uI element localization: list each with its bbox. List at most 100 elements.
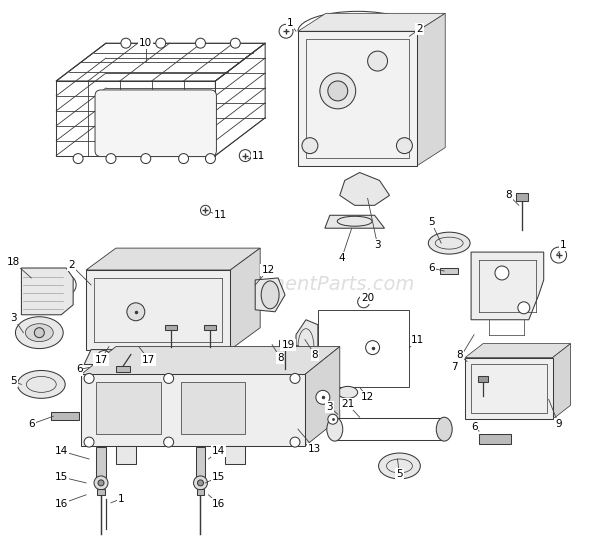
Ellipse shape [25,324,53,342]
Circle shape [368,51,388,71]
Text: 6: 6 [428,263,435,273]
Text: 10: 10 [139,38,152,48]
Circle shape [316,390,330,404]
Bar [96,382,160,434]
Polygon shape [21,268,73,315]
Polygon shape [84,350,232,364]
Circle shape [230,38,240,48]
Polygon shape [298,13,445,31]
Text: 16: 16 [212,499,225,509]
Bar [195,447,205,477]
Circle shape [518,302,530,314]
Bar [51,412,79,420]
Ellipse shape [379,453,420,479]
Text: 17: 17 [94,355,107,364]
Text: 6: 6 [28,419,35,429]
Circle shape [320,73,356,109]
Text: 3: 3 [326,402,333,412]
Text: 1: 1 [287,18,293,28]
Text: 6: 6 [471,422,477,432]
Polygon shape [81,375,305,446]
Bar [516,194,528,202]
Bar [181,382,245,434]
Polygon shape [225,446,245,464]
Bar [318,310,409,388]
Circle shape [366,341,379,355]
Polygon shape [116,446,136,464]
Circle shape [163,374,173,383]
Bar [97,489,105,495]
Text: 2: 2 [68,260,74,270]
Bar [196,489,205,495]
Circle shape [179,154,189,163]
Text: 8: 8 [312,350,318,360]
Circle shape [358,296,369,308]
Text: 2: 2 [416,24,422,34]
Text: 20: 20 [361,293,374,303]
Ellipse shape [327,417,343,441]
Text: 1: 1 [117,494,124,504]
Text: 6: 6 [76,364,83,375]
Polygon shape [81,347,340,375]
Text: 17: 17 [142,355,155,364]
Circle shape [290,437,300,447]
Circle shape [328,81,348,101]
Text: 1: 1 [560,240,567,250]
Circle shape [163,437,173,447]
Circle shape [396,137,412,154]
Circle shape [84,374,94,383]
Polygon shape [86,270,230,350]
Circle shape [156,38,166,48]
Polygon shape [553,344,571,419]
Circle shape [98,480,104,486]
Text: 5: 5 [10,376,17,386]
Text: 12: 12 [361,392,374,402]
Circle shape [106,154,116,163]
Bar [205,324,217,330]
Circle shape [94,476,108,490]
Circle shape [141,154,151,163]
Text: 13: 13 [308,444,322,454]
Bar [116,367,130,372]
Polygon shape [298,31,417,165]
Text: 8: 8 [506,190,512,201]
Circle shape [205,350,219,364]
Circle shape [495,266,509,280]
Polygon shape [471,252,544,320]
Text: 3: 3 [374,240,381,250]
Circle shape [198,480,204,486]
Polygon shape [305,347,340,446]
Polygon shape [417,13,445,165]
Text: 7: 7 [451,363,457,372]
Text: 4: 4 [339,253,345,263]
Circle shape [302,137,318,154]
Polygon shape [296,320,318,375]
Circle shape [127,303,145,321]
Text: 15: 15 [55,472,68,482]
Polygon shape [340,172,389,205]
Bar [101,96,211,150]
Bar [96,447,106,477]
Text: 9: 9 [555,419,562,429]
Bar [440,268,458,274]
Bar [279,340,291,345]
Circle shape [97,350,111,364]
Ellipse shape [15,317,63,349]
Circle shape [205,154,215,163]
Text: 12: 12 [261,265,275,275]
Polygon shape [465,344,571,357]
Text: 14: 14 [55,446,68,456]
Circle shape [279,24,293,38]
Text: 11: 11 [251,150,265,161]
Circle shape [84,437,94,447]
Text: 21: 21 [341,399,355,409]
Text: 5: 5 [396,469,403,479]
Bar [165,324,176,330]
Text: 14: 14 [212,446,225,456]
Ellipse shape [34,328,44,337]
Text: 11: 11 [214,210,227,220]
Circle shape [195,38,205,48]
Text: 5: 5 [428,217,435,227]
Bar [478,376,488,382]
Polygon shape [325,215,385,228]
